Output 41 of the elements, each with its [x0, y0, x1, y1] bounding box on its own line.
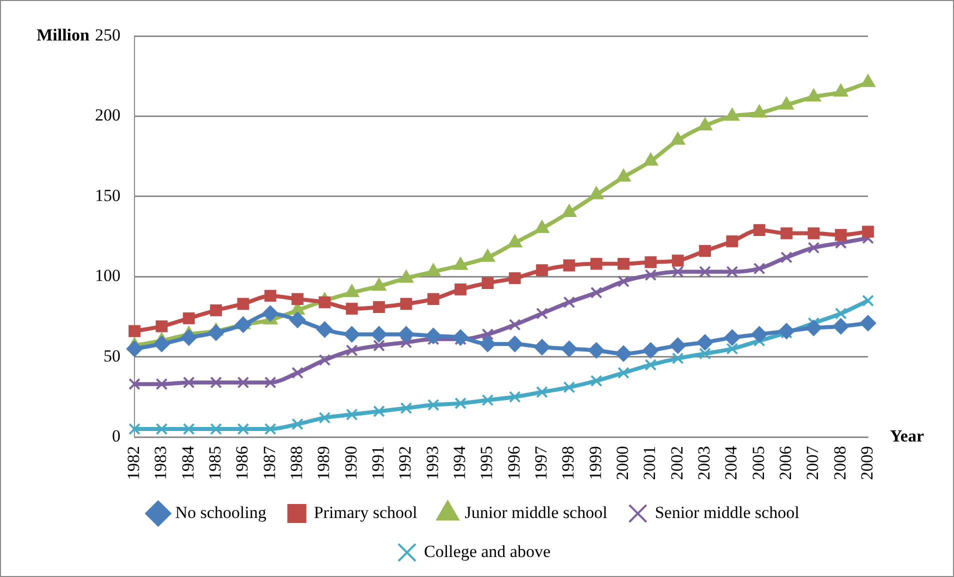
y-tick-label: 200 — [95, 106, 120, 125]
x-tick-label: 1983 — [151, 446, 170, 480]
x-tick-label: 1991 — [368, 446, 388, 480]
legend-label: College and above — [424, 542, 551, 561]
x-tick-label: 2003 — [694, 446, 714, 480]
x-tick-label: 1992 — [396, 446, 415, 480]
y-tick-label: 250 — [95, 25, 120, 44]
x-tick-label: 2007 — [803, 446, 822, 480]
x-tick-label: 1999 — [586, 446, 605, 480]
x-tick-label: 1989 — [314, 446, 334, 480]
x-tick-label: 2006 — [776, 446, 795, 480]
x-tick-label: 1998 — [558, 446, 578, 480]
x-tick-label: 1987 — [260, 446, 279, 480]
x-tick-label: 1996 — [504, 446, 524, 480]
x-tick-label: 1995 — [477, 446, 496, 480]
x-tick-label: 1993 — [422, 446, 442, 480]
legend-label: Primary school — [314, 502, 418, 522]
x-tick-label: 2002 — [667, 446, 686, 480]
legend-label: Senior middle school — [654, 502, 800, 522]
y-tick-label: 50 — [104, 346, 120, 366]
x-tick-label: 2008 — [830, 446, 850, 480]
legend-label: Junior middle school — [464, 502, 608, 522]
x-tick-label: 1990 — [341, 446, 360, 480]
x-axis-title: Year — [890, 426, 924, 446]
x-tick-label: 1997 — [531, 446, 550, 480]
y-axis-title: Million — [36, 25, 90, 44]
x-tick-label: 2004 — [722, 446, 741, 480]
x-tick-label: 1984 — [178, 446, 198, 480]
x-tick-label: 2009 — [857, 446, 876, 480]
y-tick-label: 150 — [95, 186, 120, 205]
y-tick-label: 0 — [112, 426, 120, 446]
x-tick-label: 1986 — [232, 446, 252, 480]
x-tick-label: 2000 — [612, 446, 632, 480]
x-tick-label: 1994 — [450, 446, 469, 480]
legend-label: No schooling — [175, 502, 267, 522]
y-tick-label: 100 — [95, 266, 120, 286]
x-tick-label: 1985 — [205, 446, 224, 480]
x-tick-label: 2001 — [640, 446, 660, 480]
x-tick-label: 2005 — [748, 446, 768, 480]
x-tick-label: 1988 — [286, 446, 306, 480]
x-tick-label: 1982 — [124, 446, 143, 480]
